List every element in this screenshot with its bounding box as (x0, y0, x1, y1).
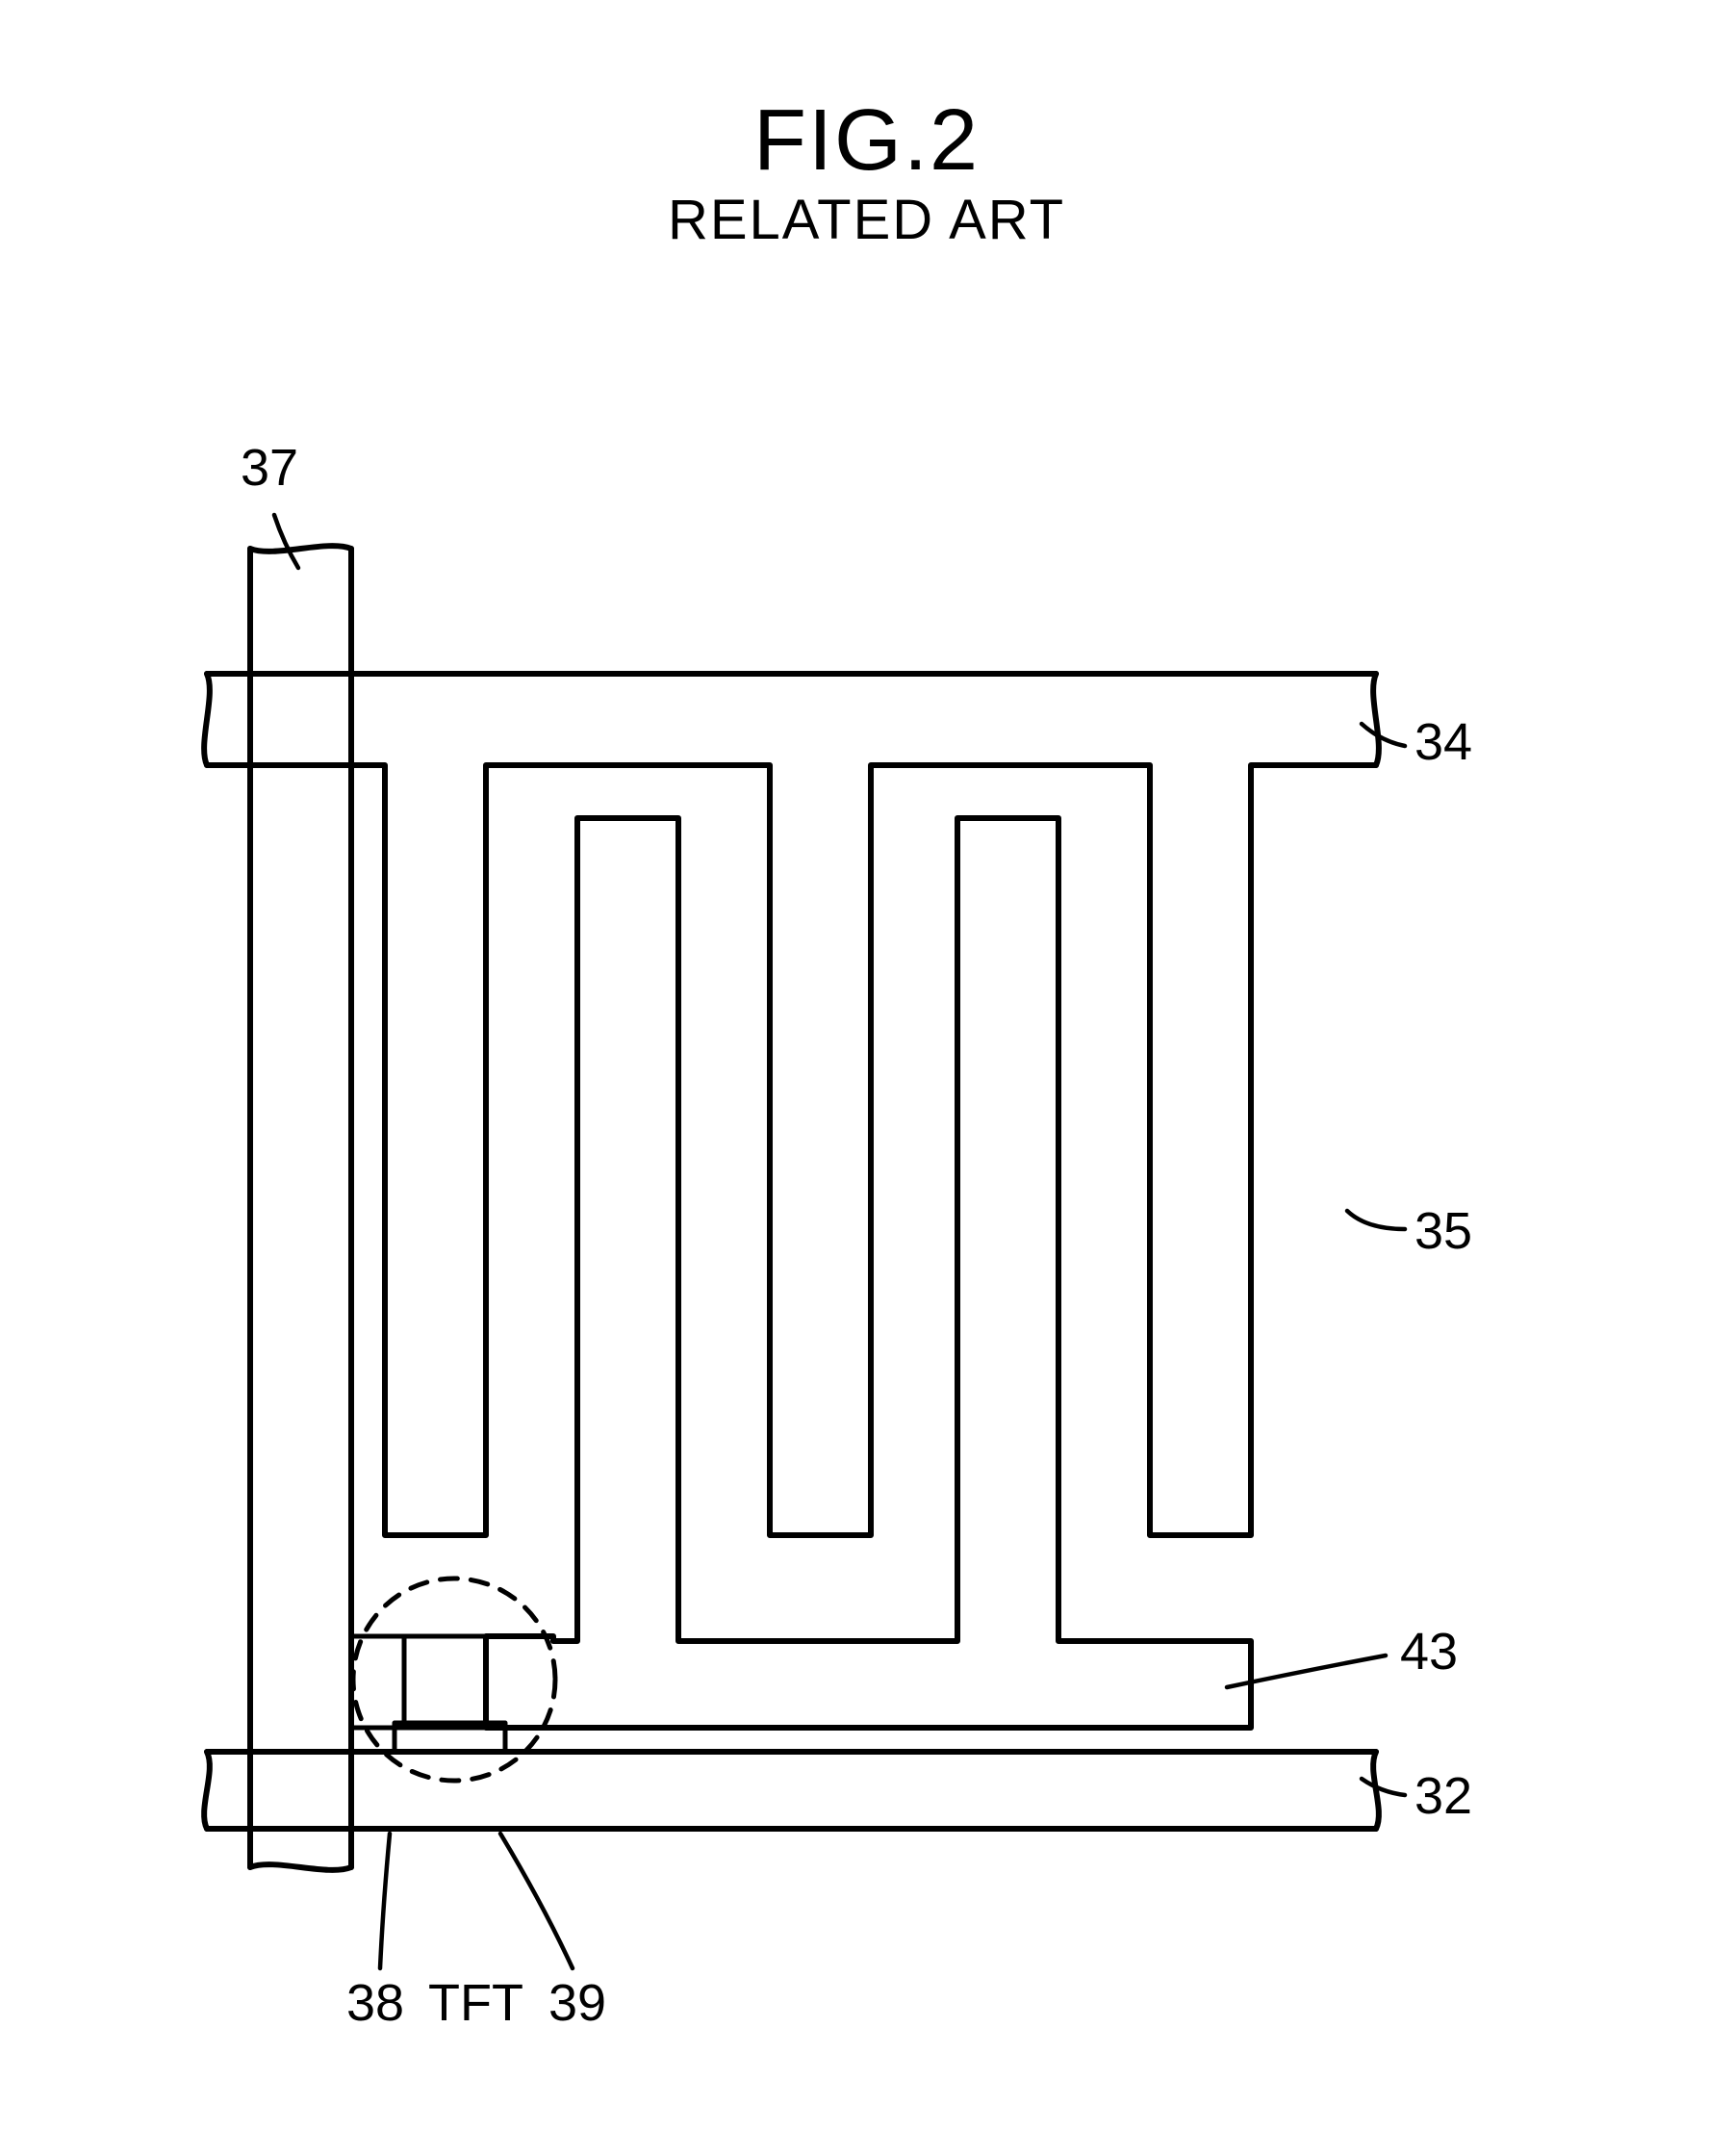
figure-title-main: FIG.2 (0, 91, 1733, 191)
ref-label-39: 39 (548, 1973, 606, 2033)
ref-label-32: 32 (1414, 1766, 1472, 1826)
tft-label: TFT (428, 1973, 523, 2033)
figure-drawing (0, 0, 1733, 2156)
ref-label-34: 34 (1414, 712, 1472, 772)
ref-label-38: 38 (346, 1973, 404, 2033)
ref-label-35: 35 (1414, 1201, 1472, 1261)
ref-label-37: 37 (241, 438, 298, 498)
ref-label-43: 43 (1400, 1622, 1458, 1681)
figure-stage: FIG.2 RELATED ART 37 34 35 43 32 38 39 T… (0, 0, 1733, 2156)
figure-title-sub: RELATED ART (0, 188, 1733, 252)
